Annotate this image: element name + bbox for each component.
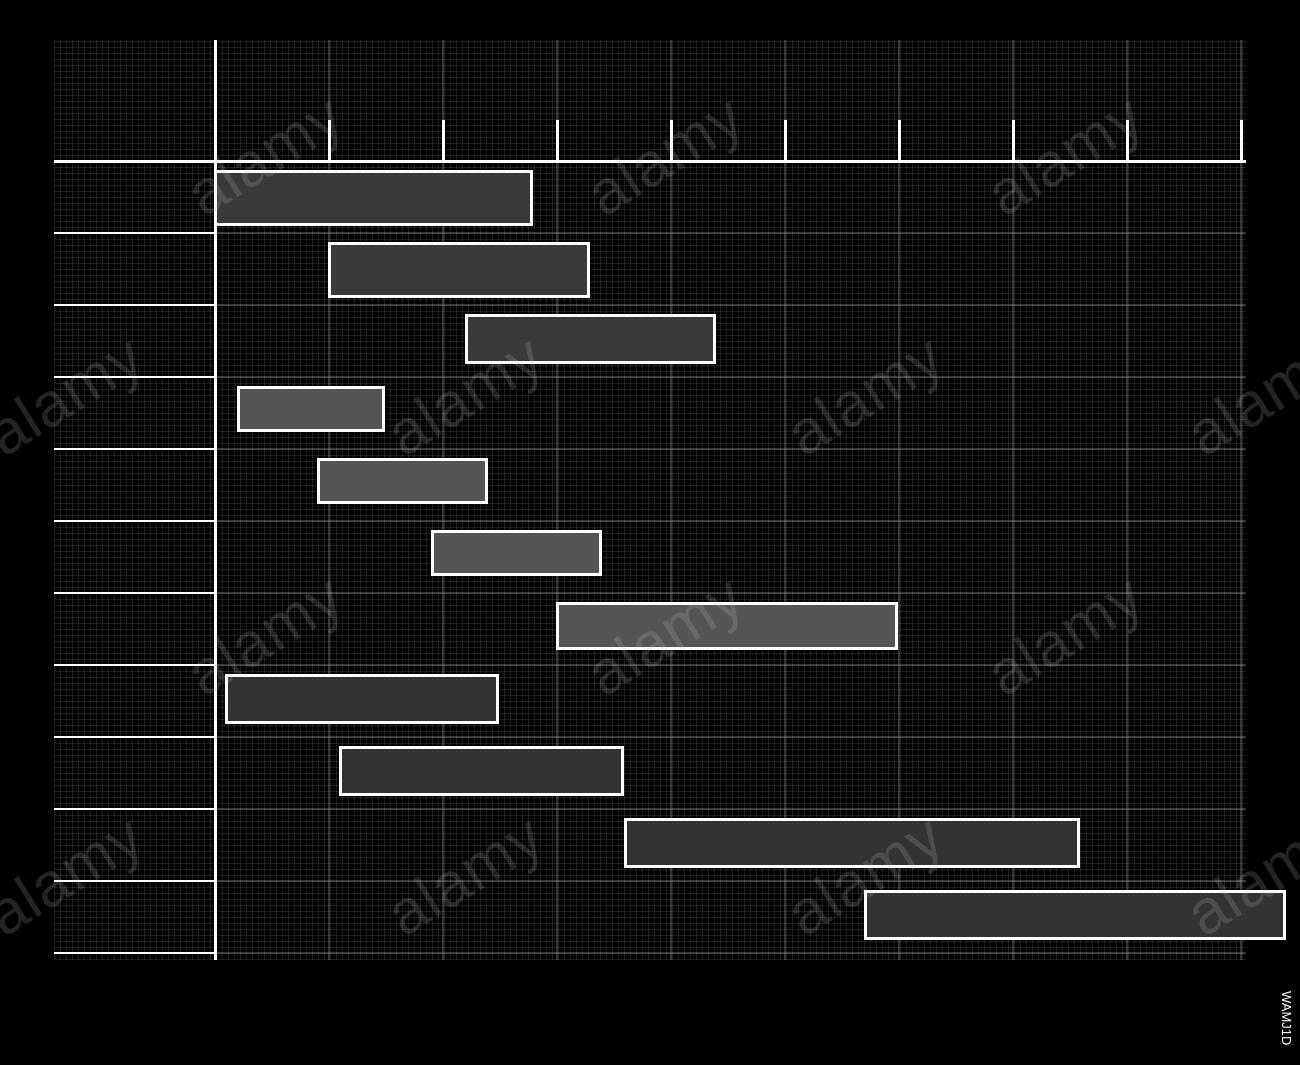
major-grid-horizontal [54,592,1246,594]
major-grid-horizontal [54,448,1246,450]
gantt-bar [214,170,533,226]
x-tick [556,120,559,160]
gantt-bar [465,314,716,364]
x-tick [670,120,673,160]
major-grid-vertical [556,40,558,960]
y-tick [54,952,214,954]
y-tick [54,664,214,666]
y-tick [54,376,214,378]
y-tick [54,520,214,522]
gantt-bar [624,818,1080,868]
y-tick [54,880,214,882]
gantt-bar [431,530,602,576]
gantt-bar [225,674,499,724]
gantt-bar [328,242,590,298]
major-grid-horizontal [54,304,1246,306]
major-grid-vertical [1240,40,1242,960]
major-grid-horizontal [54,880,1246,882]
major-grid-horizontal [54,952,1246,954]
major-grid-horizontal [54,520,1246,522]
major-grid-horizontal [54,736,1246,738]
x-tick [1240,120,1243,160]
gantt-bar [339,746,624,796]
x-tick [442,120,445,160]
y-tick [54,304,214,306]
x-tick [898,120,901,160]
x-axis [54,160,1246,163]
major-grid-horizontal [54,232,1246,234]
y-tick [54,736,214,738]
y-tick [54,232,214,234]
image-id: WAMJ1D [1279,991,1294,1045]
x-tick [1126,120,1129,160]
major-grid-horizontal [54,376,1246,378]
major-grid-vertical [1126,40,1128,960]
gantt-bar [864,890,1286,940]
x-tick [1012,120,1015,160]
x-tick [328,120,331,160]
gantt-bar [237,386,385,432]
major-grid-horizontal [54,808,1246,810]
y-tick [54,808,214,810]
gantt-bar [317,458,488,504]
y-tick [54,592,214,594]
gantt-bar [556,602,898,650]
y-tick [54,448,214,450]
x-tick [784,120,787,160]
major-grid-horizontal [54,664,1246,666]
